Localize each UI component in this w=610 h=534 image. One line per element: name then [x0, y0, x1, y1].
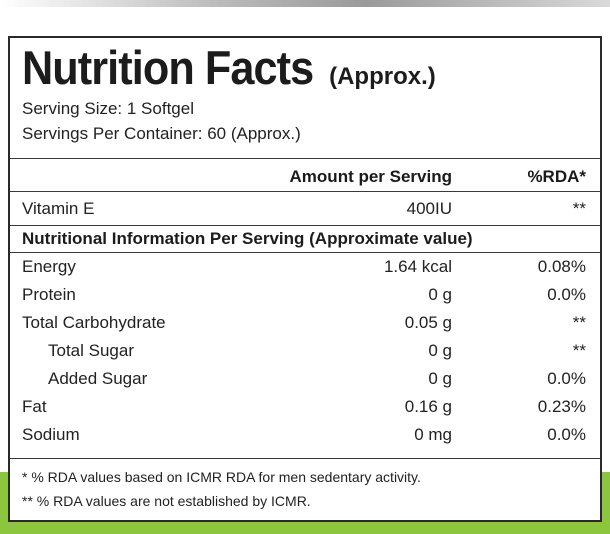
- nutrient-rda: 0.0%: [547, 425, 586, 444]
- nutrition-facts-panel: Nutrition Facts (Approx.) Serving Size: …: [8, 36, 602, 522]
- nutrient-amount: 400IU: [406, 199, 452, 218]
- nutrient-name: Energy: [22, 257, 76, 276]
- nutrition-facts-title: Nutrition Facts: [22, 41, 314, 94]
- table-row: Vitamin E 400IU **: [10, 195, 600, 223]
- footnote-not-established: ** % RDA values are not established by I…: [22, 493, 311, 509]
- nutrient-name: Total Sugar: [48, 341, 134, 360]
- title-row: Nutrition Facts (Approx.): [22, 40, 436, 95]
- table-row: Fat 0.16 g 0.23%: [10, 393, 600, 421]
- nutrient-rda: 0.23%: [537, 397, 586, 416]
- nutrient-rda: **: [572, 313, 586, 332]
- nutrient-name: Protein: [22, 285, 76, 304]
- nutrient-rda: **: [572, 341, 586, 360]
- divider: [10, 252, 600, 253]
- nutrient-rda: 0.0%: [547, 369, 586, 388]
- nutrient-amount: 0.16 g: [404, 397, 452, 416]
- nutrient-amount: 0 g: [428, 341, 452, 360]
- nutrient-name: Sodium: [22, 425, 80, 444]
- nutrient-amount: 1.64 kcal: [383, 257, 452, 276]
- nutrient-rda: **: [572, 199, 586, 218]
- divider: [10, 225, 600, 226]
- nutrient-name: Total Carbohydrate: [22, 313, 166, 332]
- table-row: Sodium 0 mg 0.0%: [10, 421, 600, 449]
- serving-size: Serving Size: 1 Softgel: [22, 99, 194, 118]
- nutrient-amount: 0.05 g: [404, 313, 452, 332]
- divider: [10, 191, 600, 192]
- column-header-amount: Amount per Serving: [289, 167, 452, 186]
- title-suffix: (Approx.): [329, 63, 436, 90]
- nutrient-rda: 0.08%: [537, 257, 586, 276]
- servings-per-container: Servings Per Container: 60 (Approx.): [22, 124, 301, 143]
- nutrient-name: Fat: [22, 397, 47, 416]
- footnote-rda: * % RDA values based on ICMR RDA for men…: [22, 469, 421, 485]
- column-header-rda: %RDA*: [527, 167, 586, 186]
- table-row: Energy 1.64 kcal 0.08%: [10, 253, 600, 281]
- top-decorative-band: [0, 0, 610, 7]
- section-heading: Nutritional Information Per Serving (App…: [22, 229, 473, 248]
- table-row: Added Sugar 0 g 0.0%: [10, 365, 600, 393]
- divider: [10, 158, 600, 159]
- nutrient-rda: 0.0%: [547, 285, 586, 304]
- nutrient-amount: 0 g: [428, 285, 452, 304]
- table-row: Total Sugar 0 g **: [10, 337, 600, 365]
- divider: [10, 458, 600, 459]
- table-row: Total Carbohydrate 0.05 g **: [10, 309, 600, 337]
- nutrient-amount: 0 g: [428, 369, 452, 388]
- nutrient-amount: 0 mg: [414, 425, 452, 444]
- table-row: Protein 0 g 0.0%: [10, 281, 600, 309]
- nutrient-name: Added Sugar: [48, 369, 148, 388]
- nutrient-name: Vitamin E: [22, 199, 95, 218]
